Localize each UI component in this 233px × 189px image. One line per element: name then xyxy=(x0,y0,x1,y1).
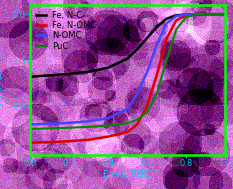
Fe, N-OMC xyxy=(136,123,139,125)
PuC xyxy=(107,125,110,127)
Fe, N-C xyxy=(68,73,70,75)
N-OMC xyxy=(165,22,168,25)
Fe, N-C xyxy=(48,74,51,77)
N-OMC xyxy=(194,13,197,15)
PuC xyxy=(29,128,31,130)
N-OMC xyxy=(214,13,217,15)
Fe, N-OMC xyxy=(204,13,207,15)
Fe, N-OMC xyxy=(87,139,90,141)
Fe, N-C xyxy=(29,76,31,78)
Y-axis label: j (mA cm⁻²): j (mA cm⁻²) xyxy=(0,54,4,106)
PuC xyxy=(68,127,70,129)
Fe, N-OMC xyxy=(165,38,168,40)
Line: PuC: PuC xyxy=(30,14,225,129)
Fe, N-C xyxy=(146,37,148,39)
Fe, N-OMC xyxy=(185,14,187,17)
Line: Fe, N-C: Fe, N-C xyxy=(30,14,225,77)
N-OMC xyxy=(48,123,51,125)
Legend: Fe, N-C, Fe, N-OMC, N-OMC, PuC: Fe, N-C, Fe, N-OMC, N-OMC, PuC xyxy=(34,9,98,52)
PuC xyxy=(165,59,168,61)
PuC xyxy=(214,13,217,15)
N-OMC xyxy=(224,13,226,15)
Fe, N-C xyxy=(87,71,90,73)
Fe, N-C xyxy=(194,13,197,15)
PuC xyxy=(126,122,129,124)
Fe, N-OMC xyxy=(48,141,51,143)
PuC xyxy=(194,14,197,16)
Fe, N-OMC xyxy=(194,13,197,16)
Fe, N-C xyxy=(175,14,178,17)
Line: Fe, N-OMC: Fe, N-OMC xyxy=(30,14,225,143)
N-OMC xyxy=(146,71,148,74)
N-OMC xyxy=(175,15,178,17)
Fe, N-OMC xyxy=(224,13,226,15)
PuC xyxy=(155,93,158,95)
Fe, N-C xyxy=(214,13,217,15)
PuC xyxy=(87,126,90,128)
Fe, N-C xyxy=(38,75,41,77)
PuC xyxy=(146,111,148,113)
Fe, N-C xyxy=(126,57,129,60)
Fe, N-C xyxy=(185,13,187,16)
X-axis label: E (vs. RHE): E (vs. RHE) xyxy=(103,170,152,179)
Fe, N-OMC xyxy=(214,13,217,15)
Fe, N-C xyxy=(204,13,207,15)
Fe, N-OMC xyxy=(68,140,70,142)
PuC xyxy=(224,13,226,15)
N-OMC xyxy=(87,120,90,122)
Fe, N-OMC xyxy=(155,74,158,77)
Fe, N-C xyxy=(155,26,158,28)
N-OMC xyxy=(29,123,31,125)
PuC xyxy=(48,127,51,129)
N-OMC xyxy=(126,108,129,110)
Fe, N-C xyxy=(136,48,139,50)
Fe, N-C xyxy=(165,18,168,20)
Fe, N-OMC xyxy=(107,136,110,138)
Fe, N-OMC xyxy=(126,131,129,133)
Fe, N-OMC xyxy=(175,19,178,21)
Fe, N-OMC xyxy=(29,142,31,144)
N-OMC xyxy=(107,117,110,119)
PuC xyxy=(175,28,178,31)
N-OMC xyxy=(136,93,139,95)
PuC xyxy=(136,119,139,121)
Line: N-OMC: N-OMC xyxy=(30,14,225,124)
Fe, N-OMC xyxy=(146,105,148,107)
PuC xyxy=(204,13,207,15)
PuC xyxy=(185,16,187,18)
N-OMC xyxy=(68,122,70,124)
N-OMC xyxy=(155,44,158,46)
Fe, N-C xyxy=(224,13,226,15)
N-OMC xyxy=(185,13,187,16)
Fe, N-C xyxy=(107,67,110,69)
N-OMC xyxy=(204,13,207,15)
